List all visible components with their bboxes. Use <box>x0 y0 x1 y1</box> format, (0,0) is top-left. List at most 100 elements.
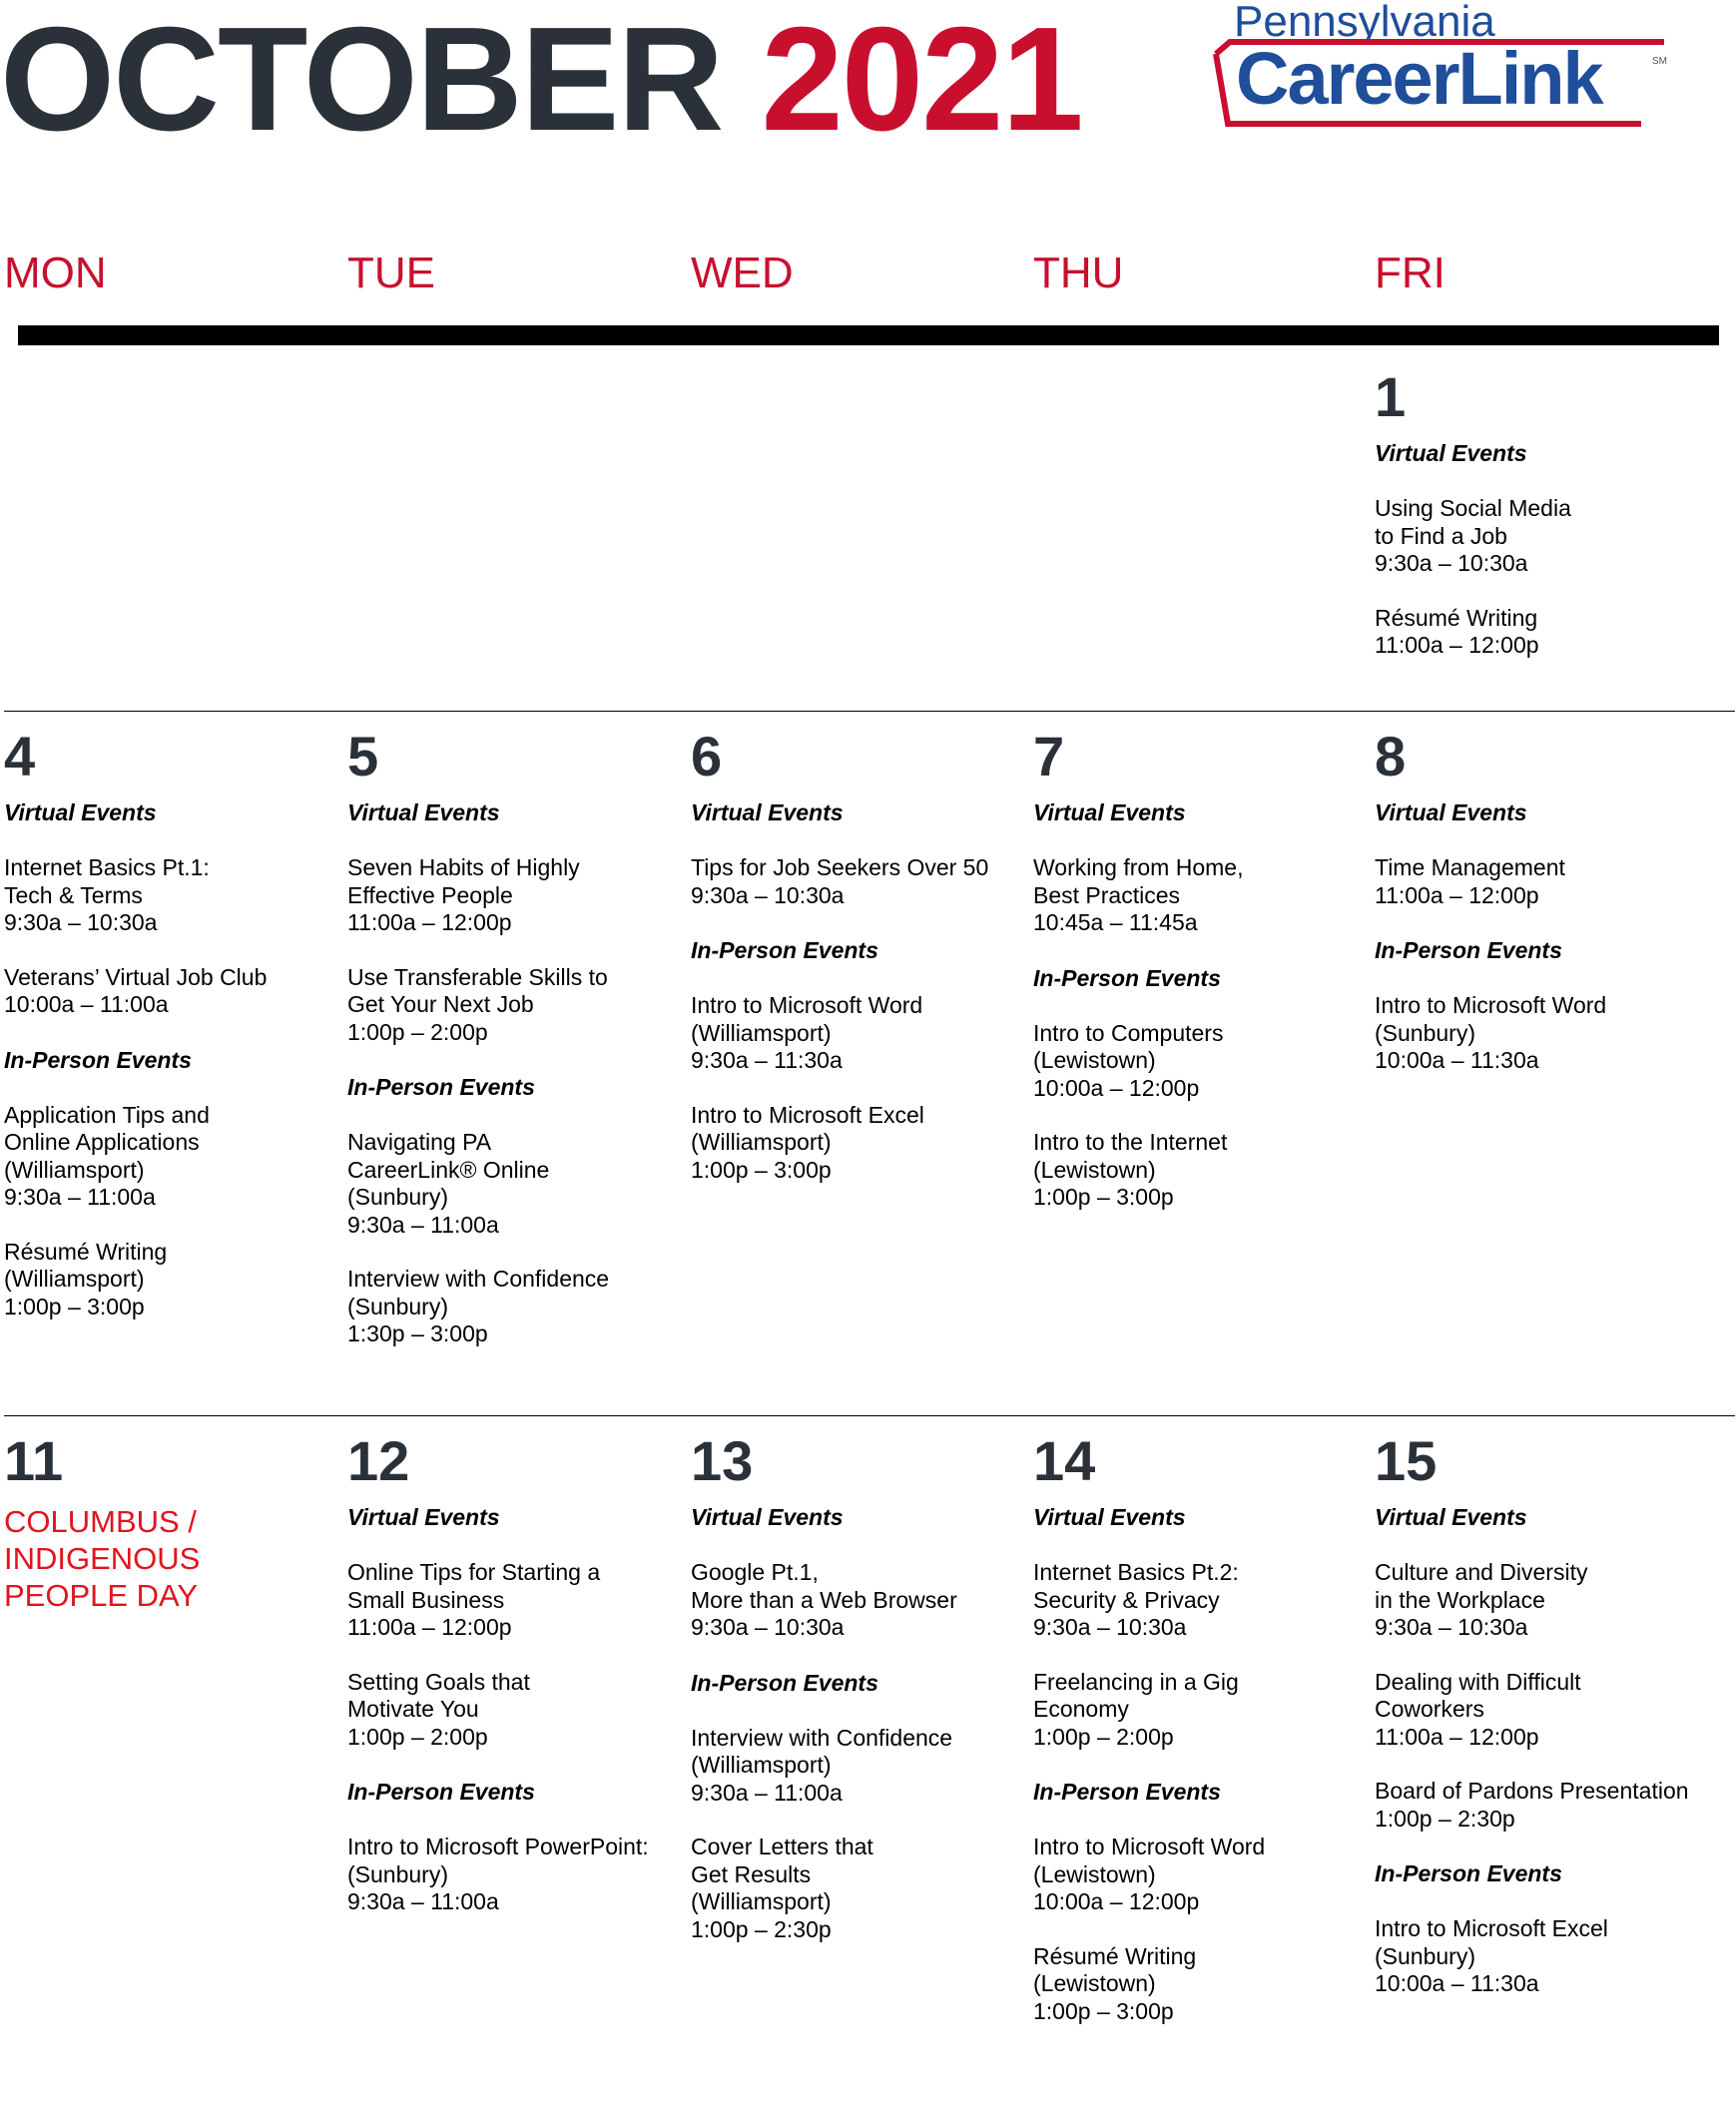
event-line: 10:00a – 11:00a <box>4 991 169 1017</box>
event-line: Working from Home, <box>1033 854 1244 880</box>
day-number: 13 <box>691 1429 754 1492</box>
day-cell-14: 14 Virtual Events Internet Basics Pt.2: Sec… <box>1033 1433 1363 2052</box>
event-line: Intro to Microsoft Word <box>1033 1834 1266 1859</box>
header-divider <box>18 325 1719 345</box>
event-item: Résumé Writing (Williamsport) 1:00p – 3:00… <box>4 1239 333 1321</box>
event-item: Use Transferable Skills to Get Your Next … <box>347 964 677 1047</box>
event-line: 9:30a – 11:30a <box>691 1047 843 1073</box>
event-line: Internet Basics Pt.2: <box>1033 1559 1239 1585</box>
event-line: Using Social Media <box>1375 495 1571 521</box>
event-line: Culture and Diversity <box>1375 1559 1588 1585</box>
event-line: (Sunbury) <box>1375 1019 1475 1046</box>
event-line: Tech & Terms <box>4 881 143 908</box>
event-line: Online Applications <box>4 1129 200 1155</box>
event-line: (Lewistown) <box>1033 1970 1156 1996</box>
section-heading: Virtual Events <box>347 1504 500 1530</box>
event-line: 1:00p – 2:00p <box>1033 1723 1174 1750</box>
day-number: 5 <box>347 725 379 788</box>
event-item: Intro to Microsoft Word (Lewistown) 10:00a… <box>1033 1834 1363 1916</box>
careerlink-logo: Pennsylvania CareerLink SM <box>1210 0 1669 135</box>
event-line: Intro to Microsoft PowerPoint: <box>347 1834 649 1859</box>
event-line: 1:00p – 3:00p <box>1033 1184 1174 1210</box>
event-line: Use Transferable Skills to <box>347 963 608 990</box>
section-heading: In-Person Events <box>347 1074 535 1100</box>
section-heading: Virtual Events <box>4 799 157 825</box>
event-line: Intro to Microsoft Word <box>1375 992 1607 1018</box>
day-cell-7: 7 Virtual Events Working from Home, Best Pr… <box>1033 729 1363 1239</box>
event-line: 9:30a – 10:30a <box>691 881 845 908</box>
section-heading: In-Person Events <box>1375 937 1562 963</box>
event-line: (Williamsport) <box>691 1019 832 1046</box>
day-number: 1 <box>1375 365 1407 428</box>
event-line: Intro to Microsoft Excel <box>691 1101 924 1128</box>
event-item: Intro to the Internet (Lewistown) 1:00p – … <box>1033 1129 1363 1212</box>
event-line: (Williamsport) <box>4 1266 145 1292</box>
event-line: 10:00a – 11:30a <box>1375 1970 1539 1996</box>
event-line: 1:00p – 2:00p <box>347 1018 488 1045</box>
event-line: 10:45a – 11:45a <box>1033 909 1198 935</box>
event-line: Motivate You <box>347 1696 479 1722</box>
event-item: Intro to Microsoft Word (Williamsport) 9:3… <box>691 992 1020 1075</box>
event-line: Get Results <box>691 1860 812 1887</box>
event-line: Intro to Microsoft Word <box>691 992 923 1018</box>
event-item: Intro to Microsoft Excel (Sunbury) 10:00a … <box>1375 1915 1704 1998</box>
event-line: 10:00a – 12:00p <box>1033 1074 1200 1101</box>
event-item: Google Pt.1, More than a Web Browser 9:30a… <box>691 1559 1020 1642</box>
event-line: (Williamsport) <box>691 1752 832 1778</box>
event-line: (Sunbury) <box>347 1860 448 1887</box>
event-line: 1:00p – 3:00p <box>4 1293 145 1319</box>
event-line: 9:30a – 11:00a <box>347 1888 499 1914</box>
weekday-wed: WED <box>691 249 794 297</box>
event-line: (Lewistown) <box>1033 1156 1156 1183</box>
event-item: Interview with Confidence (Sunbury) 1:30p … <box>347 1266 677 1348</box>
event-line: 9:30a – 11:00a <box>4 1184 156 1210</box>
month-name: OCTOBER <box>0 0 724 162</box>
section-heading: Virtual Events <box>347 799 500 825</box>
event-line: Intro to Computers <box>1033 1019 1224 1046</box>
event-line: CareerLink® Online <box>347 1156 550 1183</box>
event-item: Internet Basics Pt.2: Security & Privacy 9… <box>1033 1559 1363 1642</box>
event-line: 1:00p – 2:00p <box>347 1723 488 1750</box>
event-line: Freelancing in a Gig <box>1033 1668 1239 1695</box>
event-line: Small Business <box>347 1586 505 1613</box>
weekday-thu: THU <box>1033 249 1124 297</box>
event-line: (Williamsport) <box>4 1156 145 1183</box>
event-line: 9:30a – 11:00a <box>347 1211 499 1238</box>
event-line: Time Management <box>1375 854 1565 880</box>
event-line: 1:00p – 2:30p <box>691 1915 832 1942</box>
section-heading: In-Person Events <box>347 1779 535 1805</box>
day-cell-11: 11 COLUMBUS / INDIGENOUS PEOPLE DAY <box>4 1433 333 1614</box>
event-line: Application Tips and <box>4 1101 210 1128</box>
section-heading: In-Person Events <box>1033 1779 1221 1805</box>
event-line: Economy <box>1033 1696 1129 1722</box>
event-item: Résumé Writing (Lewistown) 1:00p – 3:00p <box>1033 1943 1363 2026</box>
event-item: Working from Home, Best Practices 10:45a –… <box>1033 854 1363 937</box>
day-cell-1: 1 Virtual Events Using Social Media to Find… <box>1375 369 1704 687</box>
event-line: Interview with Confidence <box>347 1266 610 1292</box>
event-line: 9:30a – 10:30a <box>1375 1614 1528 1640</box>
event-item: Dealing with Difficult Coworkers 11:00a – … <box>1375 1669 1704 1752</box>
section-heading: Virtual Events <box>691 1504 844 1530</box>
event-line: 9:30a – 10:30a <box>1033 1614 1187 1640</box>
event-line: (Williamsport) <box>691 1888 832 1914</box>
day-cell-6: 6 Virtual Events Tips for Job Seekers Over… <box>691 729 1020 1211</box>
event-line: 9:30a – 10:30a <box>1375 550 1528 576</box>
holiday-label: COLUMBUS / INDIGENOUS PEOPLE DAY <box>4 1503 333 1614</box>
event-item: Using Social Media to Find a Job 9:30a – 1… <box>1375 495 1704 578</box>
event-line: Veterans’ Virtual Job Club <box>4 963 268 990</box>
event-line: 9:30a – 10:30a <box>691 1614 845 1640</box>
day-number: 15 <box>1375 1429 1438 1492</box>
event-item: Tips for Job Seekers Over 50 9:30a – 10:3… <box>691 854 1020 909</box>
event-line: Coworkers <box>1375 1696 1484 1722</box>
event-item: Interview with Confidence (Williamsport) 9… <box>691 1725 1020 1808</box>
event-line: Internet Basics Pt.1: <box>4 854 210 880</box>
day-number: 12 <box>347 1429 410 1492</box>
section-heading: In-Person Events <box>1375 1860 1562 1886</box>
event-line: Navigating PA <box>347 1129 492 1155</box>
event-line: 11:00a – 12:00p <box>1375 1723 1539 1750</box>
event-line: 11:00a – 12:00p <box>347 1614 512 1640</box>
event-item: Internet Basics Pt.1: Tech & Terms 9:30a –… <box>4 854 333 937</box>
year-number: 2021 <box>761 0 1083 162</box>
holiday-label-line: COLUMBUS / <box>4 1504 197 1539</box>
event-item: Cover Letters that Get Results (Williamspo… <box>691 1834 1020 1943</box>
